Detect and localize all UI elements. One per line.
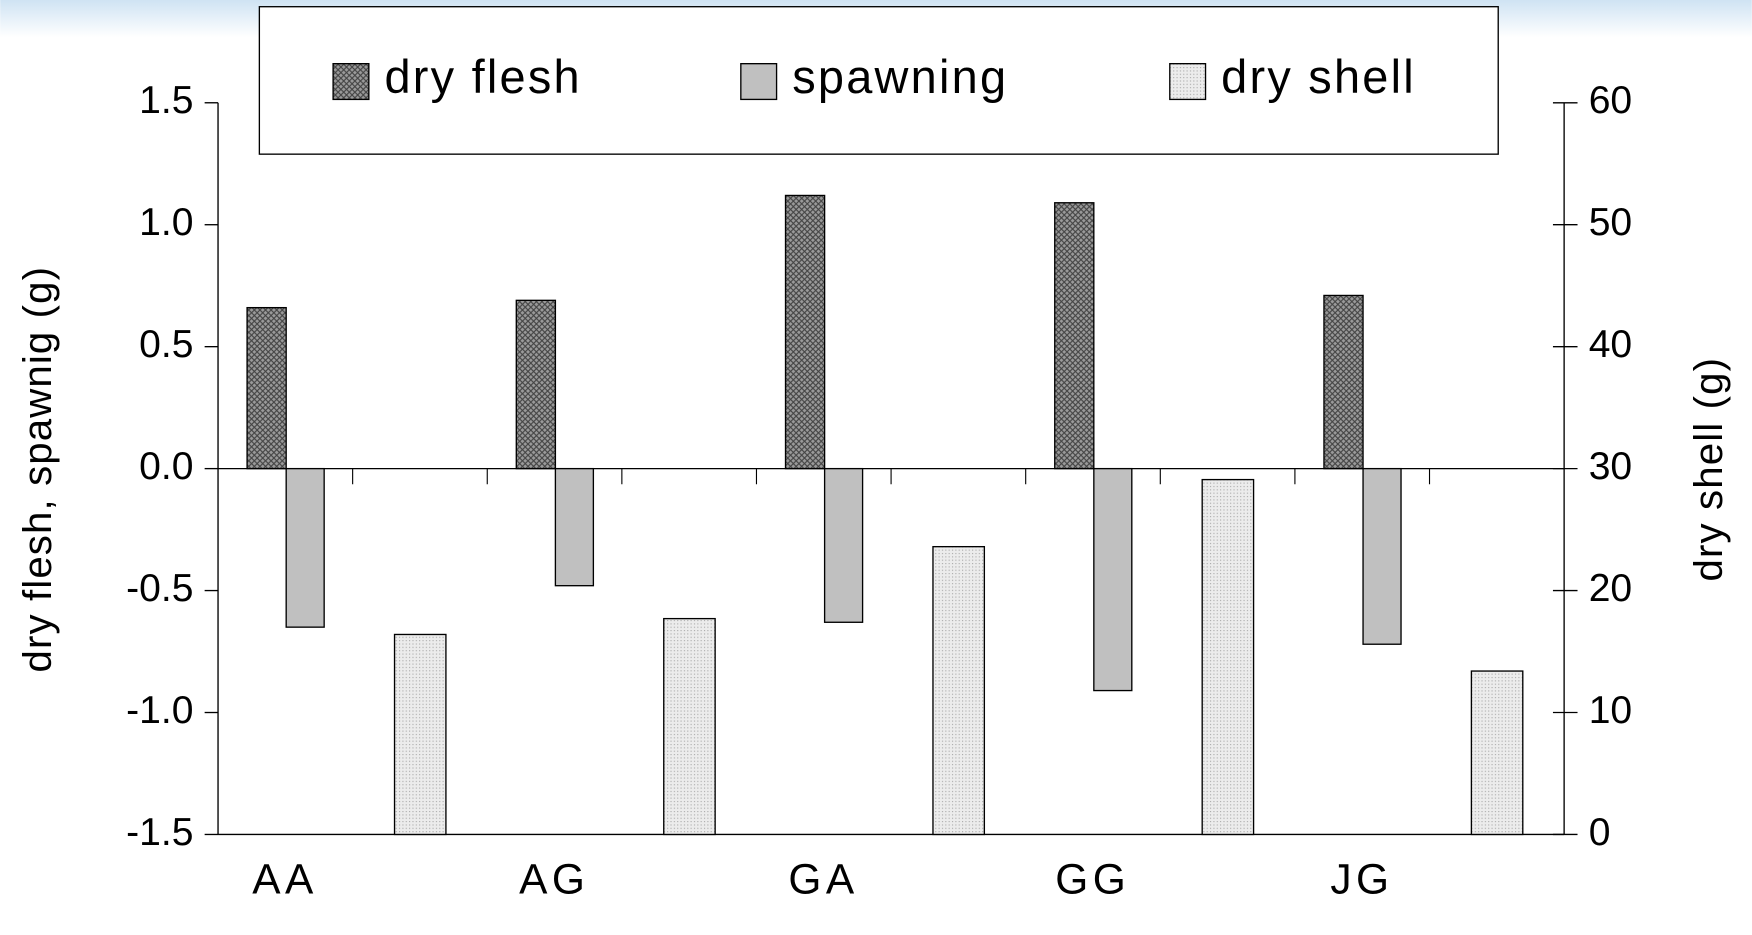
y2-axis-title: dry shell (g) xyxy=(1686,357,1731,582)
bar xyxy=(246,306,287,470)
y-tick-label: -1.5 xyxy=(126,811,193,854)
x-tick-label: AG xyxy=(519,856,589,903)
y-tick-label: 1.0 xyxy=(139,201,193,244)
y2-tick-label: 0 xyxy=(1589,811,1611,854)
bar xyxy=(1054,202,1095,470)
y-tick-label: -0.5 xyxy=(126,567,193,610)
x-tick-label: GA xyxy=(788,856,858,903)
bar xyxy=(393,633,447,836)
y-tick-label: 1.5 xyxy=(139,79,193,122)
y2-tick-label: 10 xyxy=(1589,689,1632,732)
y-tick-label: -1.0 xyxy=(126,689,193,732)
legend-label: dry shell xyxy=(1221,51,1416,103)
y2-tick-label: 50 xyxy=(1589,201,1632,244)
bar xyxy=(784,194,826,470)
legend-swatch xyxy=(1169,63,1207,101)
legend-box xyxy=(258,6,1499,155)
y2-tick-label: 40 xyxy=(1589,323,1632,366)
x-tick-label: JG xyxy=(1330,856,1393,903)
legend-label: dry flesh xyxy=(384,51,581,103)
bar xyxy=(1362,467,1402,645)
y-tick-label: 0.0 xyxy=(139,445,193,488)
legend-swatch xyxy=(740,63,778,101)
bar xyxy=(554,467,595,587)
y2-tick-label: 60 xyxy=(1589,79,1632,122)
bar xyxy=(1470,670,1524,836)
bar xyxy=(663,617,716,836)
y-tick-label: 0.5 xyxy=(139,323,193,366)
bar xyxy=(1323,294,1364,470)
y-axis-title: dry flesh, spawnig (g) xyxy=(15,266,60,673)
x-tick-label: AA xyxy=(252,856,318,903)
bar xyxy=(1093,467,1133,692)
bar xyxy=(823,467,864,623)
bar xyxy=(1201,478,1255,836)
legend-swatch xyxy=(332,63,370,101)
y2-tick-label: 20 xyxy=(1589,567,1632,610)
legend-label: spawning xyxy=(792,51,1008,103)
x-tick-label: GG xyxy=(1055,856,1130,903)
bar xyxy=(285,467,325,628)
y2-tick-label: 30 xyxy=(1589,445,1632,488)
bar xyxy=(932,545,986,836)
bar xyxy=(515,299,557,470)
